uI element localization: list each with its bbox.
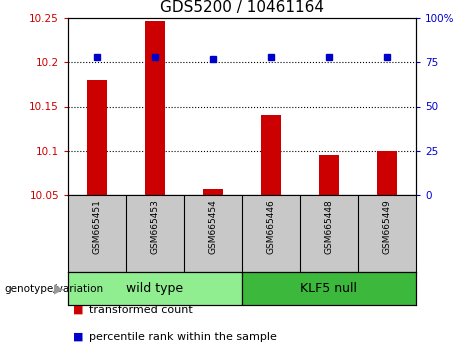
Text: GSM665446: GSM665446 — [266, 199, 276, 253]
Text: GSM665454: GSM665454 — [208, 199, 218, 253]
Text: genotype/variation: genotype/variation — [5, 284, 104, 293]
Bar — [145, 21, 165, 195]
Text: KLF5 null: KLF5 null — [301, 282, 357, 295]
Bar — [377, 151, 397, 195]
Text: GSM665448: GSM665448 — [325, 199, 333, 253]
Text: percentile rank within the sample: percentile rank within the sample — [89, 332, 277, 342]
Text: GSM665451: GSM665451 — [93, 199, 101, 254]
Text: wild type: wild type — [126, 282, 183, 295]
Text: ■: ■ — [73, 305, 83, 315]
Text: GSM665453: GSM665453 — [150, 199, 160, 254]
Text: transformed count: transformed count — [89, 305, 193, 315]
Text: ■: ■ — [73, 332, 83, 342]
Text: GSM665449: GSM665449 — [383, 199, 391, 253]
Bar — [87, 80, 107, 195]
Bar — [261, 115, 281, 195]
Bar — [242, 272, 416, 305]
Bar — [319, 155, 339, 195]
Text: ▶: ▶ — [54, 282, 64, 295]
Title: GDS5200 / 10461164: GDS5200 / 10461164 — [160, 0, 324, 16]
Bar — [203, 189, 223, 195]
Bar — [68, 272, 242, 305]
